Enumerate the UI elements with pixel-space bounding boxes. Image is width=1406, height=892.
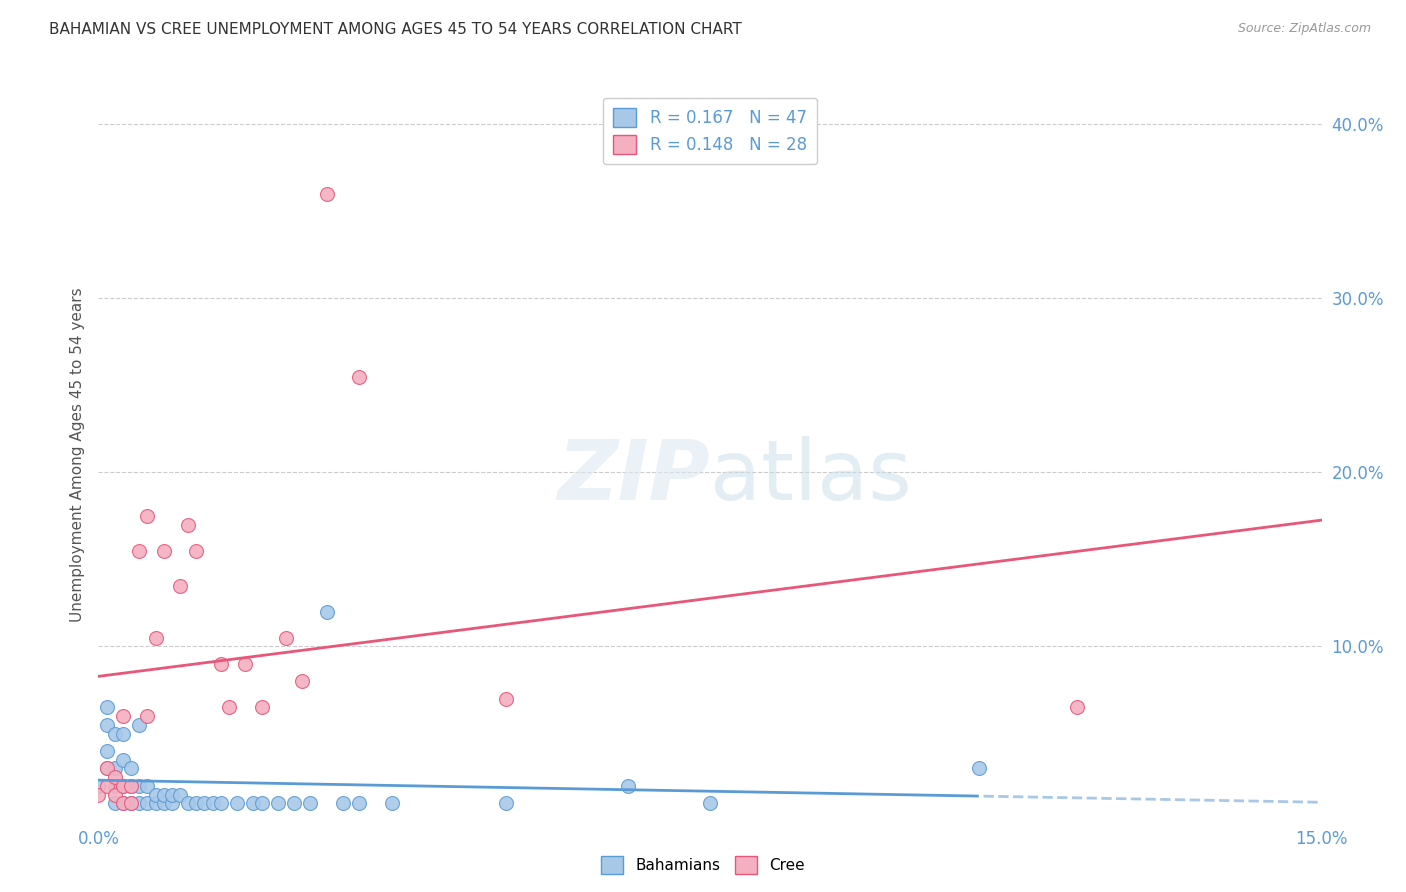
Point [104,761,127,775]
Point [128,543,150,558]
Point [111,726,134,740]
Point [495,691,517,706]
Point [160,796,183,810]
Text: atlas: atlas [710,436,911,517]
Legend: R = 0.167   N = 47, R = 0.148   N = 28: R = 0.167 N = 47, R = 0.148 N = 28 [603,97,817,164]
Point [152,543,174,558]
Point [111,753,134,767]
Point [315,186,337,201]
Point [242,796,264,810]
Point [315,605,337,619]
Point [299,796,322,810]
Point [160,788,183,802]
Point [136,796,159,810]
Point [186,796,208,810]
Point [349,796,371,810]
Point [152,796,174,810]
Point [128,779,150,793]
Point [104,796,127,810]
Point [96,718,118,732]
Point [267,796,290,810]
Point [111,796,134,810]
Point [152,788,174,802]
Point [120,779,142,793]
Point [381,796,404,810]
Point [291,674,314,689]
Point [104,770,127,784]
Point [120,796,142,810]
Point [111,709,134,723]
Point [186,543,208,558]
Text: Source: ZipAtlas.com: Source: ZipAtlas.com [1237,22,1371,36]
Point [250,700,273,714]
Point [120,761,142,775]
Point [136,508,159,523]
Point [274,631,297,645]
Point [111,779,134,793]
Point [967,761,990,775]
Point [145,788,167,802]
Point [226,796,249,810]
Point [111,796,134,810]
Point [209,657,232,671]
Text: ZIP: ZIP [557,436,710,517]
Point [104,788,127,802]
Point [193,796,215,810]
Point [104,779,127,793]
Point [120,779,142,793]
Point [120,796,142,810]
Point [96,761,118,775]
Point [87,779,110,793]
Point [96,700,118,714]
Point [617,779,640,793]
Point [349,369,371,384]
Point [145,796,167,810]
Point [104,726,127,740]
Point [128,718,150,732]
Point [96,744,118,758]
Point [250,796,273,810]
Point [218,700,240,714]
Point [136,779,159,793]
Point [169,788,191,802]
Point [177,796,200,810]
Point [1066,700,1088,714]
Point [87,788,110,802]
Point [283,796,305,810]
Point [201,796,224,810]
Point [332,796,354,810]
Y-axis label: Unemployment Among Ages 45 to 54 years: Unemployment Among Ages 45 to 54 years [69,287,84,623]
Point [495,796,517,810]
Point [169,578,191,592]
Point [111,779,134,793]
Point [96,779,118,793]
Point [128,796,150,810]
Point [209,796,232,810]
Point [145,631,167,645]
Point [699,796,721,810]
Point [96,761,118,775]
Point [136,709,159,723]
Point [233,657,256,671]
Legend: Bahamians, Cree: Bahamians, Cree [595,850,811,880]
Point [177,517,200,532]
Text: BAHAMIAN VS CREE UNEMPLOYMENT AMONG AGES 45 TO 54 YEARS CORRELATION CHART: BAHAMIAN VS CREE UNEMPLOYMENT AMONG AGES… [49,22,742,37]
